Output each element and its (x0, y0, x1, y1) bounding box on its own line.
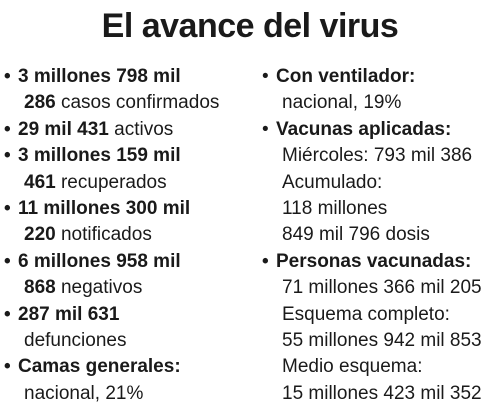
bullet-icon: • (262, 250, 269, 272)
stat-notified: • 11 millones 300 mil (4, 196, 254, 222)
page-title: El avance del virus (101, 7, 399, 45)
stat-recovered-detail: 461 recuperados (4, 170, 254, 196)
people-vaccinated-heading: Personas vacunadas: (276, 250, 472, 272)
bullet-icon: • (4, 198, 11, 220)
stat-ventilator-detail: nacional, 19% (262, 90, 500, 116)
confirmed-label: casos confirmados (55, 92, 220, 114)
half-scheme-label: Medio esquema: (282, 356, 423, 378)
notified-num: 220 (24, 224, 56, 246)
active-label: activos (108, 118, 174, 140)
stat-general-beds-detail: nacional, 21% (4, 381, 254, 407)
recovered-label: recuperados (55, 171, 167, 193)
stat-negative-detail: 868 negativos (4, 275, 254, 301)
notified-label: notificados (55, 224, 152, 246)
people-vaccinated-total: 71 millones 366 mil 205 (282, 277, 482, 299)
general-beds-value: nacional, 21% (24, 382, 144, 404)
vaccines-accum-1: 118 millones (282, 198, 388, 220)
bullet-icon: • (262, 118, 269, 140)
deaths-label: defunciones (24, 330, 127, 352)
complete-scheme-label: Esquema completo: (282, 303, 450, 325)
bullet-icon: • (4, 145, 11, 167)
stat-ventilator: • Con ventilador: (262, 64, 500, 90)
stat-recovered: • 3 millones 159 mil (4, 143, 254, 169)
notified-line1: 11 millones 300 mil (18, 198, 191, 220)
stat-vaccines-applied: • Vacunas aplicadas: (262, 117, 500, 143)
bullet-icon: • (4, 356, 11, 378)
left-column: • 3 millones 798 mil 286 casos confirmado… (4, 64, 254, 407)
ventilator-value: nacional, 19% (282, 92, 402, 114)
recovered-line1: 3 millones 159 mil (18, 145, 181, 167)
confirmed-num: 286 (24, 92, 56, 114)
stat-negative: • 6 millones 958 mil (4, 249, 254, 275)
negative-label: negativos (55, 277, 143, 299)
vaccines-accum-label: Acumulado: (282, 171, 383, 193)
deaths-num: 287 mil 631 (18, 303, 120, 325)
right-column: • Con ventilador: nacional, 19% • Vacunas … (262, 64, 500, 407)
bullet-icon: • (4, 66, 11, 87)
recovered-num: 461 (24, 171, 56, 193)
stat-active: • 29 mil 431 activos (4, 117, 254, 143)
vaccines-accum-2: 849 mil 796 dosis (282, 224, 430, 246)
active-num: 29 mil 431 (18, 118, 109, 140)
stat-people-vaccinated: • Personas vacunadas: (262, 249, 500, 275)
confirmed-line1: 3 millones 798 mil (18, 66, 181, 87)
bullet-icon: • (262, 66, 269, 87)
complete-scheme-value: 55 millones 942 mil 853 (282, 330, 482, 352)
stat-notified-detail: 220 notificados (4, 222, 254, 248)
vaccines-wednesday: Miércoles: 793 mil 386 (282, 145, 473, 167)
negative-num: 868 (24, 277, 56, 299)
bullet-icon: • (4, 250, 11, 272)
bullet-icon: • (4, 303, 11, 325)
stat-deaths-detail: defunciones (4, 328, 254, 354)
stat-general-beds: • Camas generales: (4, 354, 254, 380)
bullet-icon: • (4, 118, 11, 140)
stat-confirmed: • 3 millones 798 mil (4, 64, 254, 90)
ventilator-heading: Con ventilador: (276, 66, 416, 87)
stat-deaths: • 287 mil 631 (4, 302, 254, 328)
general-beds-heading: Camas generales: (18, 356, 181, 378)
negative-line1: 6 millones 958 mil (18, 250, 181, 272)
stat-confirmed-detail: 286 casos confirmados (4, 90, 254, 116)
half-scheme-value: 15 millones 423 mil 352 (282, 382, 482, 404)
vaccines-applied-heading: Vacunas aplicadas: (276, 118, 452, 140)
